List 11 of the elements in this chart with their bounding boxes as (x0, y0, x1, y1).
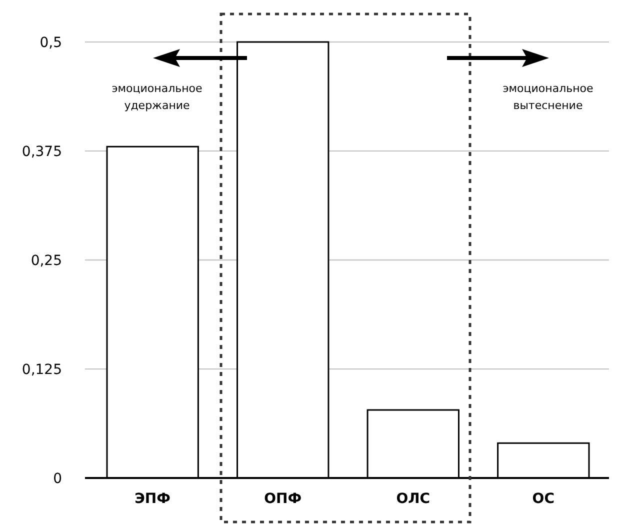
y-tick-label: 0 (53, 470, 62, 487)
x-tick-label: ЭПФ (134, 491, 171, 507)
y-tick-label: 0,25 (30, 252, 62, 269)
y-tick-label: 0,5 (40, 34, 62, 51)
x-tick-label: ОЛС (396, 491, 430, 507)
x-tick-label: ОПФ (264, 491, 302, 507)
annotation: эмоциональное вытеснение (502, 82, 594, 112)
annotation: эмоциональное удержание (112, 82, 203, 112)
y-tick-label: 0,375 (22, 144, 62, 160)
x-tick-label: ОС (532, 491, 554, 507)
y-tick-label: 0,125 (22, 362, 62, 378)
